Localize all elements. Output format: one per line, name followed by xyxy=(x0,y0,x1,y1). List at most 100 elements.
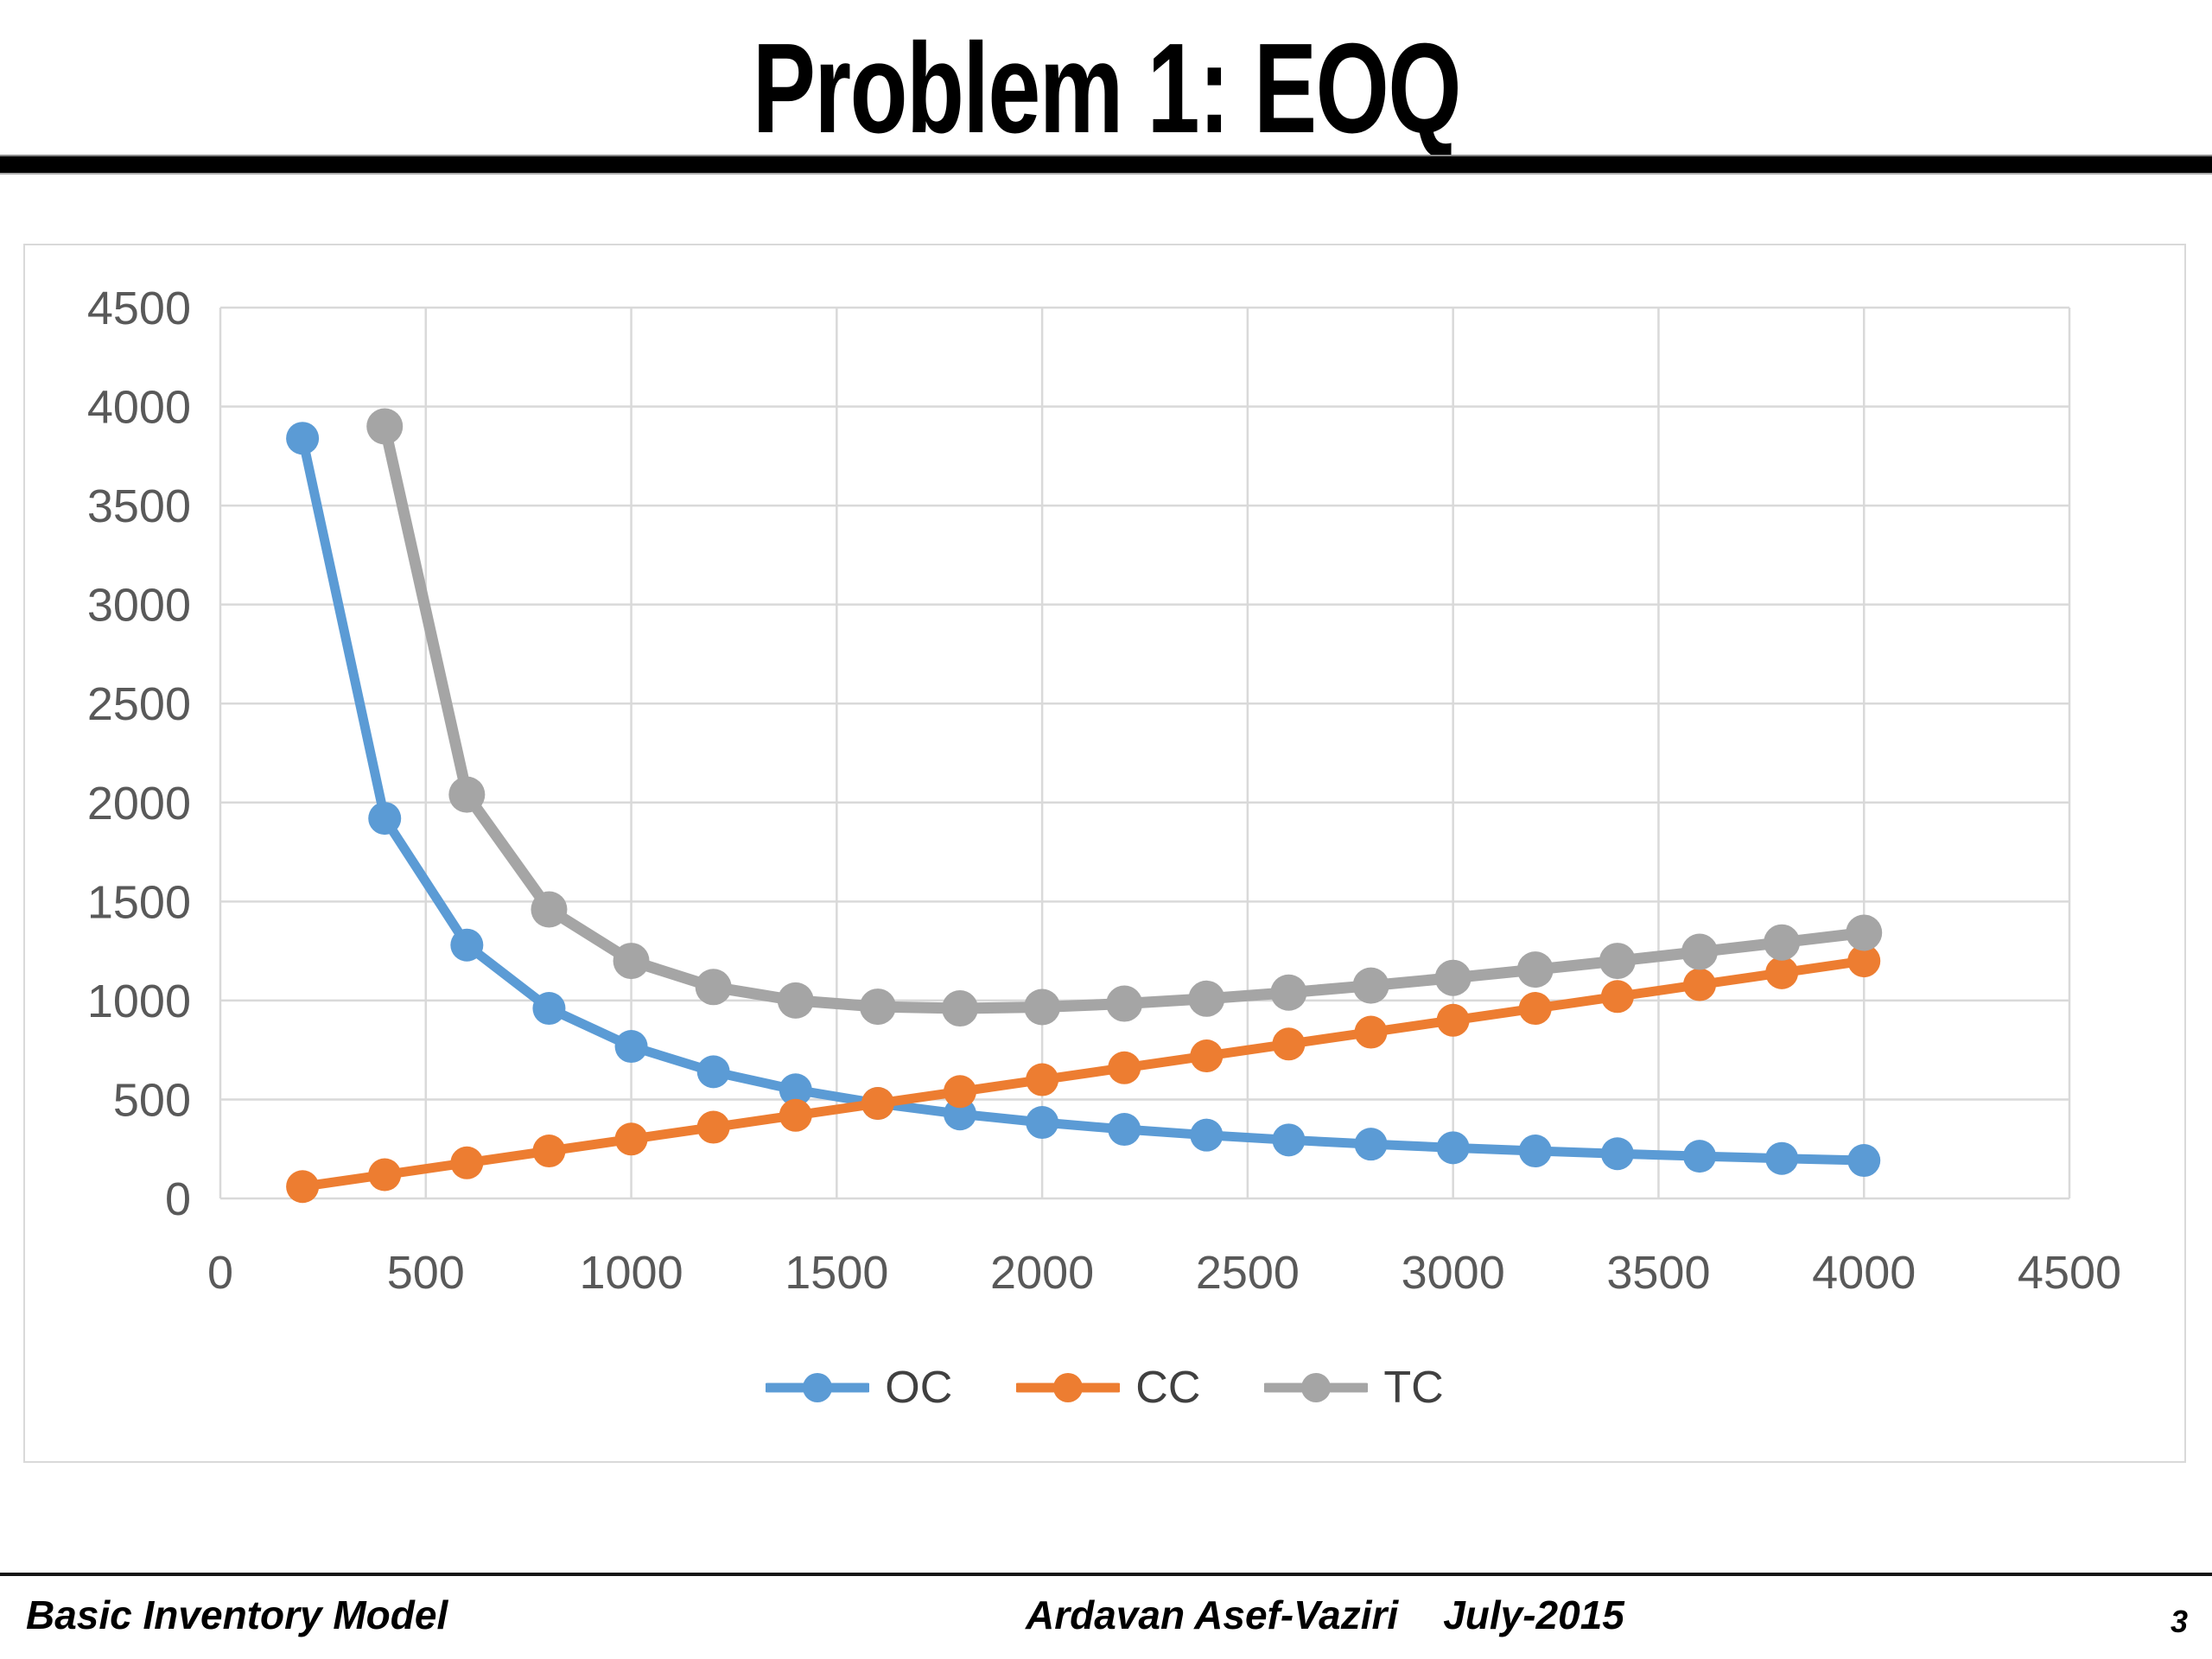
series-tc-marker xyxy=(366,408,404,445)
title-divider-bar xyxy=(0,155,2212,175)
series-tc-marker xyxy=(1599,943,1636,980)
series-oc-marker xyxy=(1272,1123,1306,1157)
series-cc-marker xyxy=(1026,1063,1059,1096)
series-oc-marker xyxy=(368,802,402,836)
series-oc-marker xyxy=(614,1030,648,1064)
chart-legend: OC CC TC xyxy=(25,1365,2184,1410)
legend-label-cc: CC xyxy=(1135,1363,1201,1413)
series-oc-marker xyxy=(1108,1113,1141,1147)
x-tick-label: 3500 xyxy=(1606,1247,1710,1299)
series-tc-marker xyxy=(613,943,650,980)
x-tick-label: 3000 xyxy=(1402,1247,1505,1299)
series-cc-marker xyxy=(368,1158,402,1192)
y-tick-label: 1000 xyxy=(87,976,191,1027)
series-tc-marker xyxy=(777,982,814,1019)
series-oc-marker xyxy=(779,1073,812,1107)
series-cc-marker xyxy=(1847,944,1881,978)
series-tc-marker xyxy=(1434,959,1471,996)
series-oc-marker xyxy=(944,1097,976,1131)
series-oc-marker xyxy=(1600,1137,1634,1171)
series-tc-marker xyxy=(1024,988,1061,1026)
series-tc-marker xyxy=(1106,985,1143,1022)
legend-swatch-oc xyxy=(766,1373,870,1402)
series-cc-marker xyxy=(1683,968,1716,1001)
y-tick-label: 500 xyxy=(113,1074,191,1126)
series-tc-marker xyxy=(1846,914,1883,951)
series-oc-marker xyxy=(1847,1144,1881,1178)
footer-course-title: Basic Inventory Model xyxy=(26,1592,448,1637)
x-tick-label: 4000 xyxy=(1812,1247,1916,1299)
series-tc-marker xyxy=(1270,974,1307,1011)
series-cc-marker xyxy=(1108,1051,1141,1084)
footer-divider-line xyxy=(0,1573,2212,1576)
legend-swatch-marker xyxy=(1301,1373,1332,1402)
legend-swatch-marker xyxy=(1053,1373,1084,1402)
chart-canvas: 0 500 1000 1500 2000 2500 3000 3500 4000 4500 0 500… xyxy=(87,283,2121,1299)
series-cc-marker xyxy=(696,1110,730,1144)
series-oc-marker xyxy=(1683,1140,1716,1173)
series-oc-marker xyxy=(1436,1131,1470,1165)
series-tc-marker xyxy=(859,988,896,1026)
footer-date: July-2015 xyxy=(1443,1592,1624,1637)
series-cc-marker xyxy=(1354,1015,1388,1049)
footer-credits: Ardavan Asef-Vaziri July-2015 xyxy=(1026,1592,1624,1638)
page-title: Problem 1: EOQ xyxy=(752,17,1461,160)
series-tc-marker xyxy=(1352,967,1389,1004)
legend-swatch-tc xyxy=(1264,1373,1369,1402)
legend-item-cc: CC xyxy=(1016,1365,1200,1410)
series-cc-marker xyxy=(779,1098,812,1132)
legend-item-tc: TC xyxy=(1264,1365,1444,1410)
legend-swatch-cc xyxy=(1016,1373,1121,1402)
series-oc-marker xyxy=(532,992,566,1026)
x-tick-label: 0 xyxy=(207,1247,233,1299)
x-tick-label: 4500 xyxy=(2018,1247,2121,1299)
series-cc-marker xyxy=(1518,992,1552,1026)
x-tick-label: 500 xyxy=(387,1247,465,1299)
series-tc-marker xyxy=(1681,933,1718,970)
legend-swatch-marker xyxy=(803,1373,833,1402)
eoq-chart-panel: 0 500 1000 1500 2000 2500 3000 3500 4000 4500 0 500… xyxy=(23,244,2186,1463)
x-tick-label: 1500 xyxy=(785,1247,888,1299)
series-cc-marker xyxy=(450,1146,484,1179)
series-tc-marker xyxy=(1516,951,1554,988)
series-tc-marker xyxy=(942,990,978,1027)
x-tick-label: 2000 xyxy=(990,1247,1094,1299)
series-cc-marker xyxy=(1190,1039,1224,1073)
series-cc-marker xyxy=(1765,956,1799,989)
series-cc-marker xyxy=(1272,1027,1306,1061)
series-tc-marker xyxy=(695,969,732,1006)
x-tick-label: 1000 xyxy=(579,1247,683,1299)
legend-label-oc: OC xyxy=(885,1363,953,1413)
series-oc-marker xyxy=(1354,1128,1388,1161)
x-tick-label: 2500 xyxy=(1196,1247,1300,1299)
y-tick-label: 1500 xyxy=(87,876,191,928)
series-cc-marker xyxy=(532,1135,566,1168)
y-tick-label: 3000 xyxy=(87,580,191,632)
series-oc-marker xyxy=(286,422,320,455)
series-oc-line xyxy=(297,433,1869,1166)
series-oc-marker xyxy=(696,1055,730,1089)
series-oc-marker xyxy=(1190,1118,1224,1152)
series-cc-marker xyxy=(286,1170,320,1204)
y-tick-label: 4000 xyxy=(87,382,191,434)
y-tick-label: 3500 xyxy=(87,480,191,532)
y-tick-label: 0 xyxy=(165,1173,191,1225)
series-tc-marker xyxy=(1188,980,1225,1017)
series-cc-marker xyxy=(1600,980,1634,1014)
series-cc-marker xyxy=(944,1075,976,1109)
series-oc-marker xyxy=(450,928,484,962)
series-oc-marker xyxy=(1026,1106,1059,1140)
series-oc-marker xyxy=(1518,1135,1552,1168)
series-tc-marker xyxy=(531,891,568,928)
series-tc-marker xyxy=(448,776,486,813)
footer-author: Ardavan Asef-Vaziri xyxy=(1026,1592,1399,1637)
y-tick-label: 4500 xyxy=(87,283,191,334)
series-tc-line xyxy=(378,420,1870,1014)
series-tc-marker xyxy=(1764,924,1801,961)
series-cc-marker xyxy=(614,1122,648,1156)
title-row: Problem 1: EOQ xyxy=(0,16,2212,162)
series-cc-marker xyxy=(1436,1003,1470,1037)
y-tick-label: 2500 xyxy=(87,678,191,730)
legend-item-oc: OC xyxy=(766,1365,952,1410)
